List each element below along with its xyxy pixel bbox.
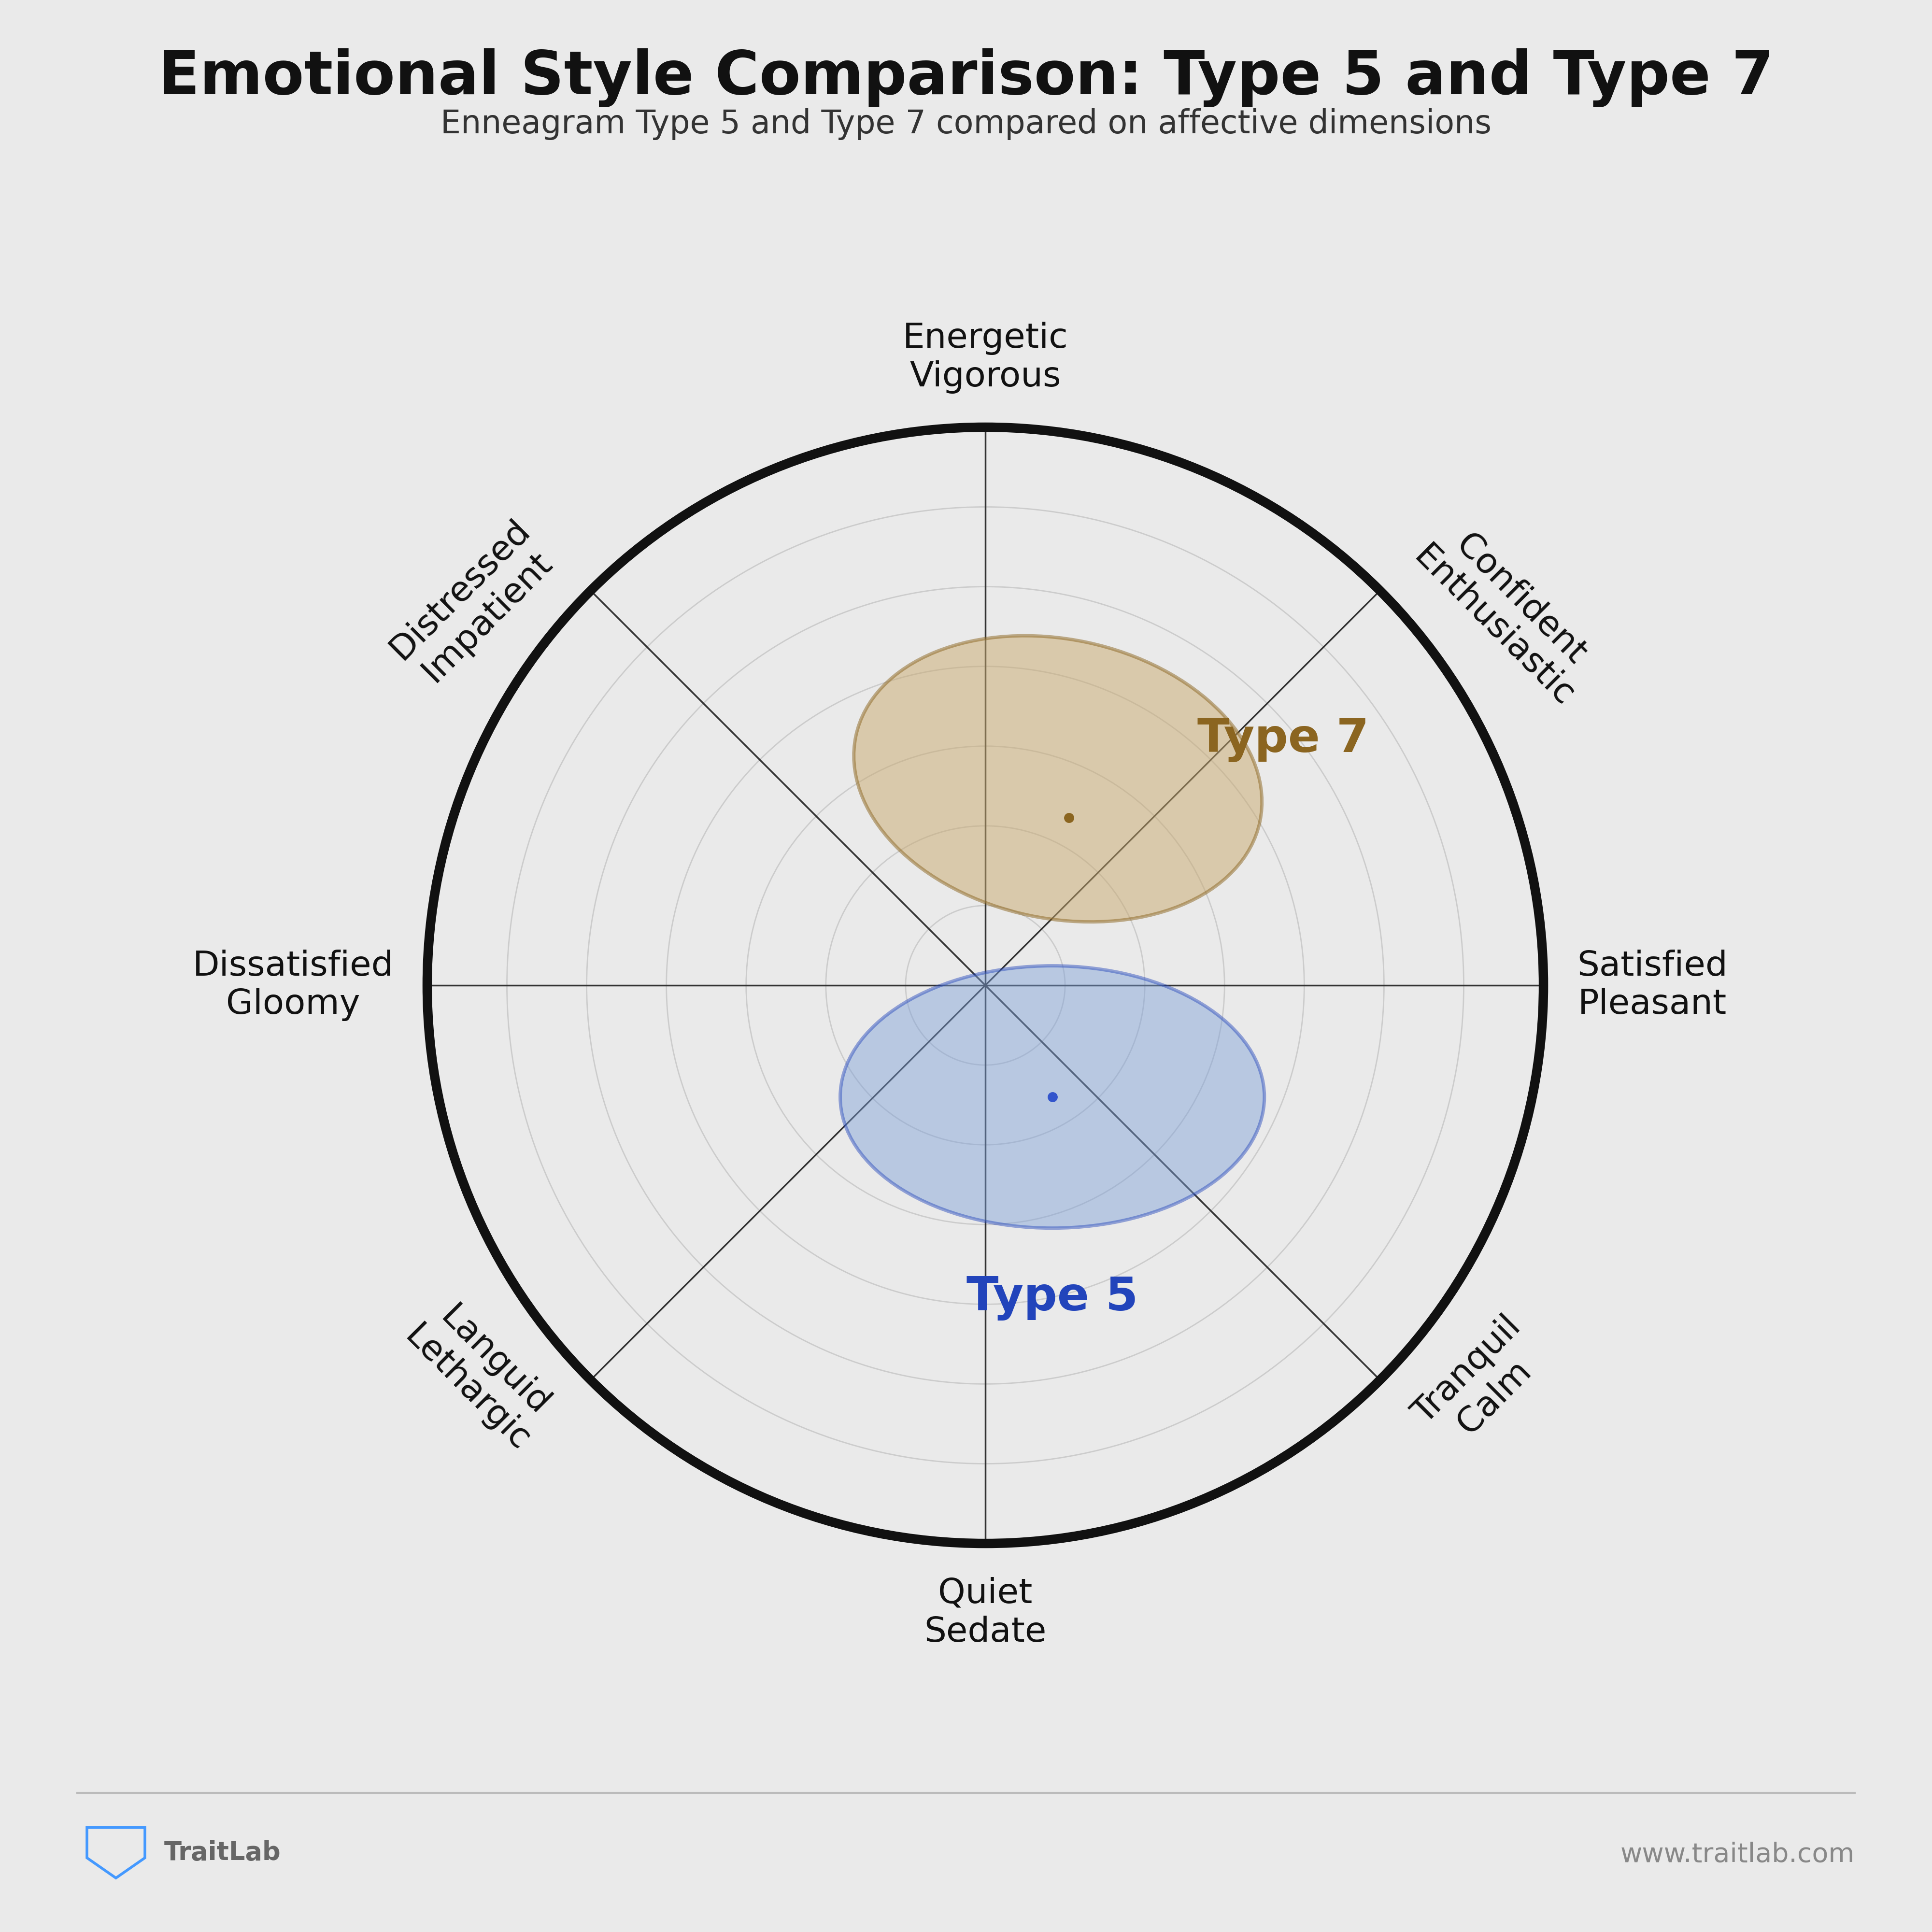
Text: Languid
Lethargic: Languid Lethargic [398, 1293, 564, 1459]
Text: Satisfied
Pleasant: Satisfied Pleasant [1577, 949, 1727, 1022]
Text: Type 5: Type 5 [966, 1275, 1138, 1320]
Text: Type 7: Type 7 [1198, 717, 1370, 763]
Ellipse shape [840, 966, 1264, 1229]
Text: www.traitlab.com: www.traitlab.com [1621, 1841, 1855, 1868]
Text: Dissatisfied
Gloomy: Dissatisfied Gloomy [193, 949, 394, 1022]
Text: Emotional Style Comparison: Type 5 and Type 7: Emotional Style Comparison: Type 5 and T… [158, 48, 1774, 106]
Text: Distressed
Impatient: Distressed Impatient [383, 512, 564, 694]
Text: Enneagram Type 5 and Type 7 compared on affective dimensions: Enneagram Type 5 and Type 7 compared on … [440, 108, 1492, 141]
Text: Quiet
Sedate: Quiet Sedate [923, 1577, 1047, 1648]
Ellipse shape [854, 636, 1262, 922]
Text: TraitLab: TraitLab [164, 1839, 280, 1866]
Text: Confident
Enthusiastic: Confident Enthusiastic [1406, 512, 1607, 713]
Text: Tranquil
Calm: Tranquil Calm [1406, 1310, 1555, 1459]
Text: Energetic
Vigorous: Energetic Vigorous [902, 323, 1068, 394]
